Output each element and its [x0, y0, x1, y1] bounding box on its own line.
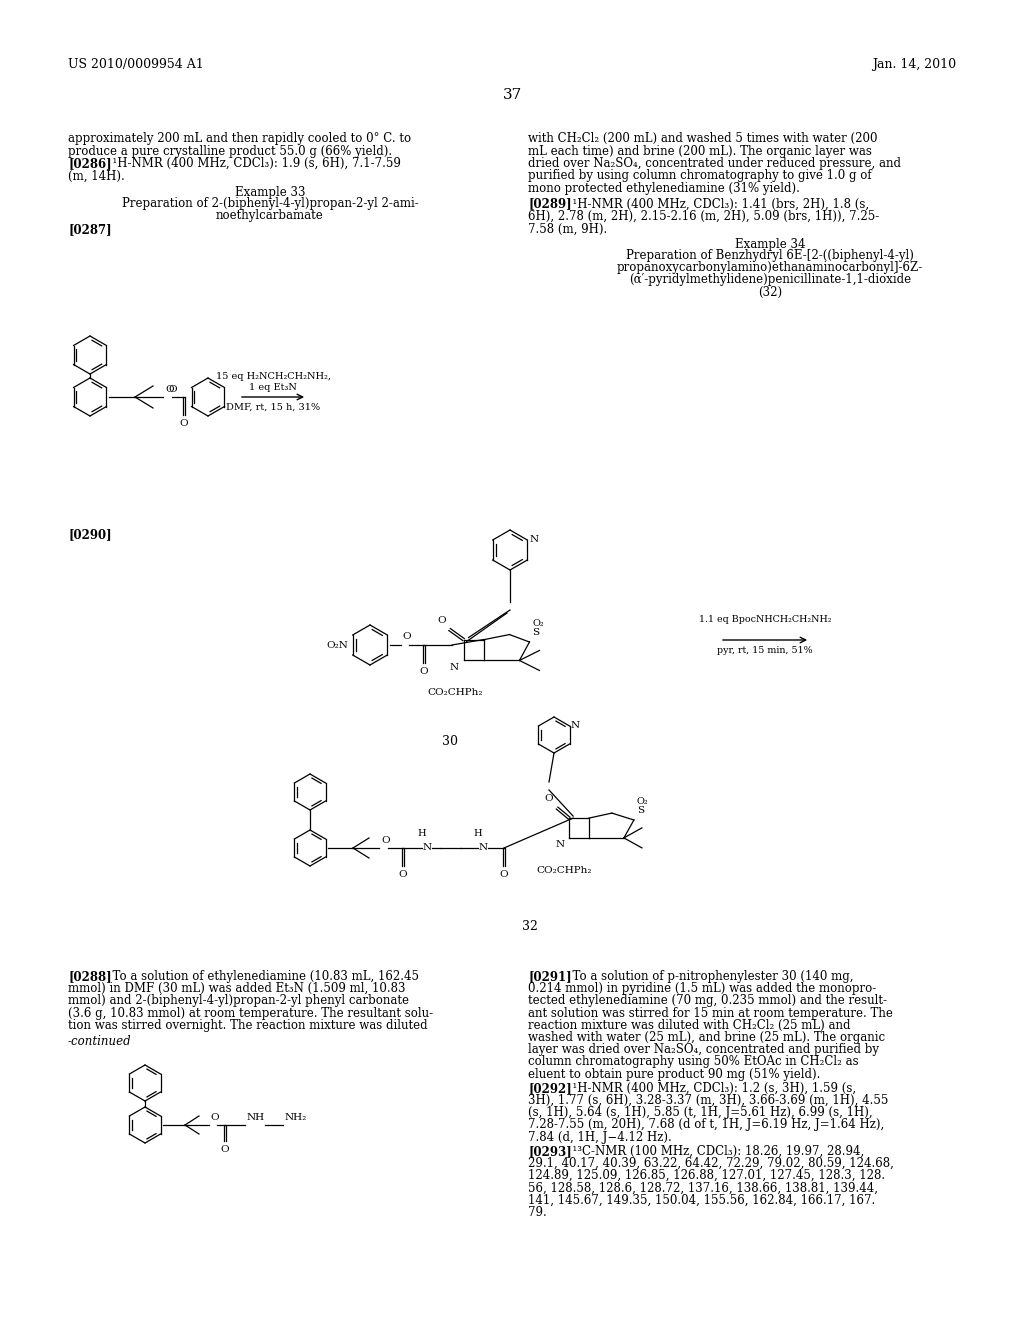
Text: [0290]: [0290] [68, 528, 112, 541]
Text: To a solution of ethylenediamine (10.83 mL, 162.45: To a solution of ethylenediamine (10.83 … [105, 970, 419, 983]
Text: US 2010/0009954 A1: US 2010/0009954 A1 [68, 58, 204, 71]
Text: O: O [210, 1113, 219, 1122]
Text: (32): (32) [758, 286, 782, 300]
Text: 1.1 eq BpocNHCH₂CH₂NH₂: 1.1 eq BpocNHCH₂CH₂NH₂ [698, 615, 831, 624]
Text: Preparation of Benzhydryl 6E-[2-((biphenyl-4-yl): Preparation of Benzhydryl 6E-[2-((biphen… [626, 248, 914, 261]
Text: O₂: O₂ [637, 797, 648, 807]
Text: dried over Na₂SO₄, concentrated under reduced pressure, and: dried over Na₂SO₄, concentrated under re… [528, 157, 901, 170]
Text: O: O [168, 385, 177, 393]
Text: NH: NH [247, 1113, 265, 1122]
Text: [0291]: [0291] [528, 970, 571, 983]
Text: (s, 1H), 5.64 (s, 1H), 5.85 (t, 1H, J=5.61 Hz), 6.99 (s, 1H),: (s, 1H), 5.64 (s, 1H), 5.85 (t, 1H, J=5.… [528, 1106, 872, 1119]
Text: 7.58 (m, 9H).: 7.58 (m, 9H). [528, 223, 607, 235]
Text: [0293]: [0293] [528, 1144, 571, 1158]
Text: [0292]: [0292] [528, 1082, 571, 1094]
Text: -continued: -continued [68, 1035, 132, 1048]
Text: mmol) and 2-(biphenyl-4-yl)propan-2-yl phenyl carbonate: mmol) and 2-(biphenyl-4-yl)propan-2-yl p… [68, 994, 409, 1007]
Text: CO₂CHPh₂: CO₂CHPh₂ [537, 866, 592, 875]
Text: O: O [221, 1144, 229, 1154]
Text: N: N [450, 664, 459, 672]
Text: Example 33: Example 33 [234, 186, 305, 199]
Text: [0287]: [0287] [68, 223, 112, 236]
Text: 6H), 2.78 (m, 2H), 2.15-2.16 (m, 2H), 5.09 (brs, 1H)), 7.25-: 6H), 2.78 (m, 2H), 2.15-2.16 (m, 2H), 5.… [528, 210, 880, 223]
Text: 3H), 1.77 (s, 6H), 3.28-3.37 (m, 3H), 3.66-3.69 (m, 1H), 4.55: 3H), 1.77 (s, 6H), 3.28-3.37 (m, 3H), 3.… [528, 1094, 889, 1107]
Text: ¹H-NMR (400 MHz, CDCl₃): 1.9 (s, 6H), 7.1-7.59: ¹H-NMR (400 MHz, CDCl₃): 1.9 (s, 6H), 7.… [105, 157, 400, 170]
Text: Example 34: Example 34 [735, 238, 805, 251]
Text: propanoxycarbonylamino)ethanaminocarbonyl]-6Z-: propanoxycarbonylamino)ethanaminocarbony… [616, 261, 923, 275]
Text: S: S [532, 628, 540, 638]
Text: 15 eq H₂NCH₂CH₂NH₂,: 15 eq H₂NCH₂CH₂NH₂, [215, 372, 331, 381]
Text: O: O [381, 836, 389, 845]
Text: pyr, rt, 15 min, 51%: pyr, rt, 15 min, 51% [717, 645, 813, 655]
Text: N: N [529, 536, 539, 544]
Text: N: N [556, 840, 565, 849]
Text: 7.28-7.55 (m, 20H), 7.68 (d of t, 1H, J=6.19 Hz, J=1.64 Hz),: 7.28-7.55 (m, 20H), 7.68 (d of t, 1H, J=… [528, 1118, 885, 1131]
Text: 124.89, 125.09, 126.85, 126.88, 127.01, 127.45, 128.3, 128.: 124.89, 125.09, 126.85, 126.88, 127.01, … [528, 1170, 885, 1183]
Text: O: O [500, 870, 508, 879]
Text: N: N [570, 722, 580, 730]
Text: ¹H-NMR (400 MHz, CDCl₃): 1.2 (s, 3H), 1.59 (s,: ¹H-NMR (400 MHz, CDCl₃): 1.2 (s, 3H), 1.… [565, 1082, 856, 1094]
Text: 1 eq Et₃N: 1 eq Et₃N [249, 383, 297, 392]
Text: N: N [423, 843, 432, 853]
Text: H: H [418, 829, 426, 838]
Text: approximately 200 mL and then rapidly cooled to 0° C. to: approximately 200 mL and then rapidly co… [68, 132, 411, 145]
Text: O: O [402, 632, 411, 642]
Text: Jan. 14, 2010: Jan. 14, 2010 [871, 58, 956, 71]
Text: column chromatography using 50% EtOAc in CH₂Cl₂ as: column chromatography using 50% EtOAc in… [528, 1056, 859, 1068]
Text: O: O [545, 795, 553, 803]
Text: CO₂CHPh₂: CO₂CHPh₂ [428, 689, 483, 697]
Text: O: O [179, 418, 188, 428]
Text: [0286]: [0286] [68, 157, 112, 170]
Text: 30: 30 [442, 735, 458, 748]
Text: S: S [637, 807, 644, 814]
Text: H: H [474, 829, 482, 838]
Text: [0288]: [0288] [68, 970, 112, 983]
Text: ¹³C-NMR (100 MHz, CDCl₃): 18.26, 19.97, 28.94,: ¹³C-NMR (100 MHz, CDCl₃): 18.26, 19.97, … [565, 1144, 864, 1158]
Text: O: O [165, 385, 174, 393]
Text: (3.6 g, 10.83 mmol) at room temperature. The resultant solu-: (3.6 g, 10.83 mmol) at room temperature.… [68, 1007, 433, 1019]
Text: (m, 14H).: (m, 14H). [68, 169, 125, 182]
Text: 7.84 (d, 1H, J−4.12 Hz).: 7.84 (d, 1H, J−4.12 Hz). [528, 1131, 672, 1143]
Text: mono protected ethylenediamine (31% yield).: mono protected ethylenediamine (31% yiel… [528, 182, 800, 195]
Text: with CH₂Cl₂ (200 mL) and washed 5 times with water (200: with CH₂Cl₂ (200 mL) and washed 5 times … [528, 132, 878, 145]
Text: 79.: 79. [528, 1205, 547, 1218]
Text: O: O [420, 667, 428, 676]
Text: DMF, rt, 15 h, 31%: DMF, rt, 15 h, 31% [226, 403, 321, 412]
Text: N: N [479, 843, 488, 853]
Text: 37: 37 [503, 88, 521, 102]
Text: mL each time) and brine (200 mL). The organic layer was: mL each time) and brine (200 mL). The or… [528, 144, 871, 157]
Text: O₂: O₂ [532, 619, 544, 628]
Text: washed with water (25 mL), and brine (25 mL). The organic: washed with water (25 mL), and brine (25… [528, 1031, 885, 1044]
Text: noethylcarbamate: noethylcarbamate [216, 209, 324, 222]
Text: 0.214 mmol) in pyridine (1.5 mL) was added the monopro-: 0.214 mmol) in pyridine (1.5 mL) was add… [528, 982, 877, 995]
Text: purified by using column chromatography to give 1.0 g of: purified by using column chromatography … [528, 169, 871, 182]
Text: eluent to obtain pure product 90 mg (51% yield).: eluent to obtain pure product 90 mg (51%… [528, 1068, 820, 1081]
Text: 56, 128.58, 128.6, 128.72, 137.16, 138.66, 138.81, 139.44,: 56, 128.58, 128.6, 128.72, 137.16, 138.6… [528, 1181, 878, 1195]
Text: mmol) in DMF (30 mL) was added Et₃N (1.509 ml, 10.83: mmol) in DMF (30 mL) was added Et₃N (1.5… [68, 982, 406, 995]
Text: (α′-pyridylmethylidene)penicillinate-1,1-dioxide: (α′-pyridylmethylidene)penicillinate-1,1… [629, 273, 911, 286]
Text: ant solution was stirred for 15 min at room temperature. The: ant solution was stirred for 15 min at r… [528, 1007, 893, 1019]
Text: reaction mixture was diluted with CH₂Cl₂ (25 mL) and: reaction mixture was diluted with CH₂Cl₂… [528, 1019, 851, 1032]
Text: O: O [398, 870, 408, 879]
Text: tected ethylenediamine (70 mg, 0.235 mmol) and the result-: tected ethylenediamine (70 mg, 0.235 mmo… [528, 994, 887, 1007]
Text: Preparation of 2-(biphenyl-4-yl)propan-2-yl 2-ami-: Preparation of 2-(biphenyl-4-yl)propan-2… [122, 197, 419, 210]
Text: tion was stirred overnight. The reaction mixture was diluted: tion was stirred overnight. The reaction… [68, 1019, 428, 1032]
Text: [0289]: [0289] [528, 198, 571, 210]
Text: layer was dried over Na₂SO₄, concentrated and purified by: layer was dried over Na₂SO₄, concentrate… [528, 1043, 879, 1056]
Text: O: O [437, 615, 445, 624]
Text: 141, 145.67, 149.35, 150.04, 155.56, 162.84, 166.17, 167.: 141, 145.67, 149.35, 150.04, 155.56, 162… [528, 1193, 876, 1206]
Text: produce a pure crystalline product 55.0 g (66% yield).: produce a pure crystalline product 55.0 … [68, 144, 392, 157]
Text: NH₂: NH₂ [285, 1113, 307, 1122]
Text: ¹H-NMR (400 MHz, CDCl₃): 1.41 (brs, 2H), 1.8 (s,: ¹H-NMR (400 MHz, CDCl₃): 1.41 (brs, 2H),… [565, 198, 869, 210]
Text: 29.1, 40.17, 40.39, 63.22, 64.42, 72.29, 79.02, 80.59, 124.68,: 29.1, 40.17, 40.39, 63.22, 64.42, 72.29,… [528, 1158, 894, 1170]
Text: To a solution of p-nitrophenylester 30 (140 mg,: To a solution of p-nitrophenylester 30 (… [565, 970, 853, 983]
Text: O₂N: O₂N [326, 640, 348, 649]
Text: 32: 32 [522, 920, 538, 933]
